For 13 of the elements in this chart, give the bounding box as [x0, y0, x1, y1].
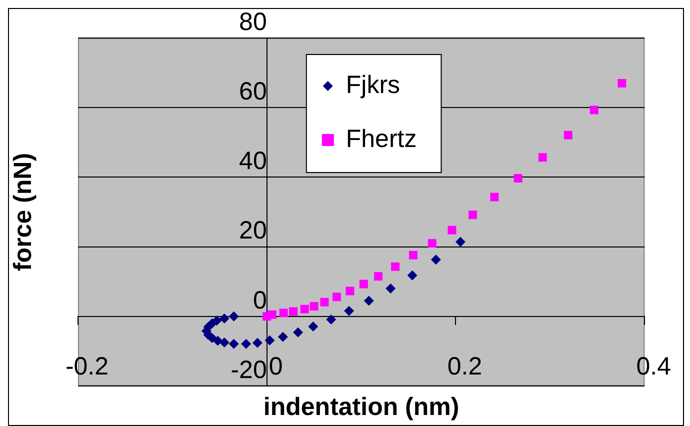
y-tick-label: 20: [239, 216, 267, 245]
y-axis-title: force (nN): [8, 152, 37, 272]
x-axis-title: indentation (nm): [263, 392, 460, 421]
legend-label: Fhertz: [346, 124, 417, 153]
y-tick-label: 60: [239, 77, 267, 106]
x-tick-label: 0.2: [447, 352, 482, 380]
x-tick-label: 0.4: [636, 352, 672, 380]
y-tick-label: 80: [239, 8, 267, 36]
x-tick-label: -0.2: [65, 352, 109, 380]
legend-label: Fjkrs: [346, 70, 400, 99]
y-tick-label: 0: [252, 286, 267, 314]
y-tick-label: -20: [230, 356, 267, 384]
y-tick-label: 40: [239, 147, 267, 176]
